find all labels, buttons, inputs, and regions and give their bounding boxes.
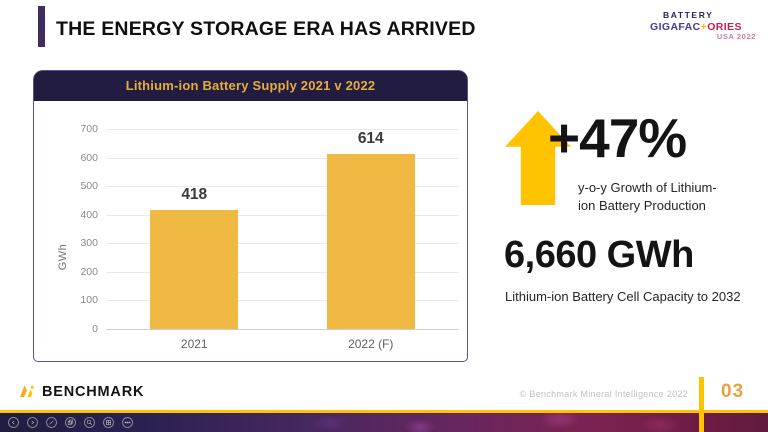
chart-gridline — [106, 243, 459, 245]
chart-y-tick: 500 — [80, 180, 98, 193]
chart-y-tick: 300 — [80, 237, 98, 250]
chart-gridline — [106, 186, 459, 188]
chart-gridline — [106, 157, 459, 159]
chart-y-tick: 600 — [80, 151, 98, 164]
copyright-text: © Benchmark Mineral Intelligence 2022 — [519, 389, 688, 399]
logo-gigafactories-text: GIGAFAC+ORIES — [650, 20, 742, 33]
chart-plot: 0 100 200 300 400 500 600 700 418 2021 614 2022 (F) — [80, 123, 459, 351]
battery-gigafactories-logo: BATTERY GIGAFAC+ORIES USA 2022 — [650, 10, 760, 41]
chart-gridline — [106, 214, 459, 216]
logo-battery-text: BATTERY — [663, 10, 714, 20]
growth-stat-value: +47% — [548, 107, 687, 169]
chart-y-tick: 0 — [92, 323, 98, 335]
chart-gridline — [106, 129, 459, 130]
benchmark-logo-icon — [20, 385, 34, 397]
back-icon[interactable] — [8, 417, 19, 428]
page-title: THE ENERGY STORAGE ERA HAS ARRIVED — [56, 18, 476, 40]
benchmark-logo-text: BENCHMARK — [42, 384, 145, 400]
copy-icon[interactable] — [65, 417, 76, 428]
chart-gridline — [106, 329, 459, 330]
page-number: 03 — [721, 381, 745, 402]
chart-bar-value: 418 — [181, 186, 208, 203]
chart-y-tick: 700 — [80, 123, 98, 135]
chart-y-axis-label: GWh — [57, 243, 69, 271]
page-number-divider — [699, 377, 704, 432]
forward-icon[interactable] — [27, 417, 38, 428]
chart-y-tick: 400 — [80, 208, 98, 221]
growth-stat-caption: y-o-y Growth of Lithium- ion Battery Pro… — [578, 180, 717, 214]
chart-gridline — [106, 300, 459, 302]
chart-title: Lithium-ion Battery Supply 2021 v 2022 — [34, 71, 467, 101]
capacity-stat-value: 6,660 GWh — [504, 234, 694, 276]
chart-bar-2021 — [150, 210, 239, 329]
chart-panel: Lithium-ion Battery Supply 2021 v 2022 G… — [33, 70, 468, 362]
viewer-toolbar — [8, 417, 133, 428]
chart-y-tick: 100 — [80, 294, 98, 307]
zoom-icon[interactable] — [84, 417, 95, 428]
chart-bar-2022-f- — [326, 154, 415, 329]
chart-bar-value: 614 — [357, 130, 384, 147]
logo-usa-2022-text: USA 2022 — [716, 31, 756, 41]
benchmark-logo: BENCHMARK — [18, 384, 144, 400]
grid-icon[interactable] — [103, 417, 114, 428]
capacity-stat-caption: Lithium-ion Battery Cell Capacity to 203… — [505, 289, 741, 304]
chart-x-tick: 2022 (F) — [348, 337, 394, 351]
title-accent-bar — [38, 6, 45, 47]
chart-x-tick: 2021 — [180, 337, 208, 351]
chart-gridline — [106, 271, 459, 273]
bottom-decoration-strip — [0, 410, 768, 432]
logo-plus-icon: + — [700, 20, 708, 33]
chart-y-tick: 200 — [80, 265, 98, 278]
edit-icon[interactable] — [46, 417, 57, 428]
more-icon[interactable] — [122, 417, 133, 428]
